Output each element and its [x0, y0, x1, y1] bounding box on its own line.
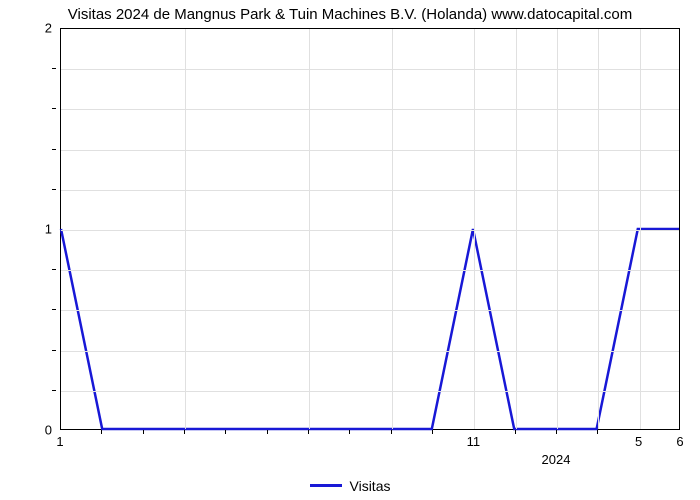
y-minor-tick — [52, 390, 56, 391]
x-tick-label: 6 — [676, 434, 683, 449]
grid-line-v — [185, 29, 186, 429]
grid-line-h — [61, 150, 679, 151]
y-minor-tick — [52, 149, 56, 150]
grid-line-h — [61, 230, 679, 231]
plot-area — [60, 28, 680, 430]
x-minor-tick — [597, 430, 598, 434]
grid-line-h — [61, 190, 679, 191]
x-axis-year-label: 2024 — [542, 452, 571, 467]
grid-line-v — [557, 29, 558, 429]
y-minor-tick — [52, 108, 56, 109]
series-line — [61, 229, 679, 429]
grid-line-h — [61, 391, 679, 392]
x-minor-tick — [101, 430, 102, 434]
grid-line-h — [61, 270, 679, 271]
legend-item-visitas: Visitas — [310, 478, 391, 494]
y-minor-tick — [52, 350, 56, 351]
legend-swatch — [310, 484, 342, 487]
x-minor-tick — [391, 430, 392, 434]
grid-line-v — [392, 29, 393, 429]
grid-line-v — [516, 29, 517, 429]
x-minor-tick — [432, 430, 433, 434]
chart-container: Visitas 2024 de Mangnus Park & Tuin Mach… — [0, 0, 700, 500]
x-minor-tick — [308, 430, 309, 434]
y-minor-tick — [52, 189, 56, 190]
grid-line-v — [598, 29, 599, 429]
y-tick-label: 2 — [0, 21, 52, 36]
y-tick-label: 0 — [0, 423, 52, 438]
grid-line-v — [309, 29, 310, 429]
x-tick-label: 1 — [56, 434, 63, 449]
legend: Visitas — [0, 474, 700, 494]
grid-line-h — [61, 310, 679, 311]
grid-line-h — [61, 109, 679, 110]
x-minor-tick — [267, 430, 268, 434]
grid-line-h — [61, 69, 679, 70]
x-minor-tick — [556, 430, 557, 434]
x-tick-label: 5 — [635, 434, 642, 449]
grid-line-v — [640, 29, 641, 429]
line-layer — [61, 29, 679, 429]
y-minor-tick — [52, 68, 56, 69]
x-minor-tick — [184, 430, 185, 434]
x-tick-label: 11 — [467, 434, 481, 449]
x-minor-tick — [515, 430, 516, 434]
legend-label: Visitas — [350, 478, 391, 494]
x-minor-tick — [349, 430, 350, 434]
x-minor-tick — [225, 430, 226, 434]
grid-line-v — [474, 29, 475, 429]
y-minor-tick — [52, 269, 56, 270]
grid-line-h — [61, 351, 679, 352]
x-minor-tick — [143, 430, 144, 434]
y-tick-label: 1 — [0, 222, 52, 237]
y-minor-tick — [52, 309, 56, 310]
chart-title: Visitas 2024 de Mangnus Park & Tuin Mach… — [0, 6, 700, 23]
